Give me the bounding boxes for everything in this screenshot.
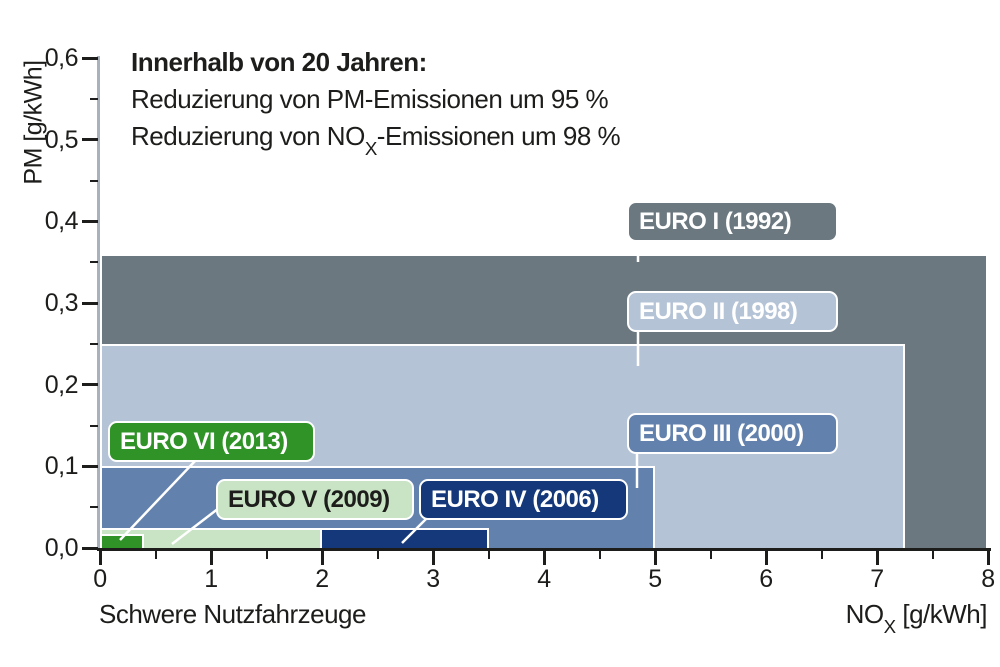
y-tick-label: 0,0 <box>44 534 79 562</box>
chart-annotation: Innerhalb von 20 Jahren: Reduzierung von… <box>131 44 621 163</box>
x-tick-minor <box>598 551 601 559</box>
y-tick-minor <box>90 424 98 427</box>
nox-subscript: X <box>883 616 896 638</box>
y-tick-label: 0,6 <box>44 44 79 72</box>
x-tick-minor <box>154 551 157 559</box>
y-tick-major <box>82 301 98 305</box>
x-tick-label: 8 <box>981 565 995 593</box>
annotation-nox-line: Reduzierung von NOX-Emissionen um 98 % <box>131 121 621 160</box>
y-tick-minor <box>90 506 98 509</box>
x-tick-major <box>98 551 102 565</box>
x-axis-caption-right: NOX [g/kWh] <box>845 599 988 638</box>
x-tick-major <box>320 551 324 565</box>
y-tick-minor <box>90 261 98 264</box>
x-tick-major <box>875 551 879 565</box>
y-tick-minor <box>90 342 98 345</box>
x-tick-major <box>653 551 657 565</box>
label-euro2: EURO II (1998) <box>627 291 838 332</box>
x-tick-minor <box>931 551 934 559</box>
x-tick-label: 6 <box>759 565 773 593</box>
x-tick-label: 7 <box>870 565 884 593</box>
x-tick-major <box>986 551 990 565</box>
y-tick-major <box>82 56 98 60</box>
y-tick-label: 0,3 <box>44 289 79 317</box>
y-axis-line <box>97 56 100 551</box>
annotation-heading: Innerhalb von 20 Jahren: <box>131 47 427 77</box>
x-tick-minor <box>376 551 379 559</box>
x-tick-minor <box>709 551 712 559</box>
x-tick-major <box>209 551 213 565</box>
y-tick-minor <box>90 97 98 100</box>
x-tick-major <box>431 551 435 565</box>
label-euro5: EURO V (2009) <box>216 479 414 520</box>
x-tick-major <box>542 551 546 565</box>
y-tick-major <box>82 219 98 223</box>
label-euro4: EURO IV (2006) <box>419 479 628 520</box>
y-tick-major <box>82 138 98 142</box>
x-tick-minor <box>820 551 823 559</box>
x-tick-major <box>764 551 768 565</box>
label-euro6: EURO VI (2013) <box>108 421 315 462</box>
x-tick-label: 1 <box>204 565 218 593</box>
annotation-pm-line: Reduzierung von PM-Emissionen um 95 % <box>131 84 609 114</box>
x-tick-label: 5 <box>648 565 662 593</box>
y-tick-label: 0,1 <box>44 452 79 481</box>
x-tick-label: 3 <box>426 565 440 593</box>
x-tick-minor <box>265 551 268 559</box>
x-tick-minor <box>487 551 490 559</box>
x-axis-line <box>97 548 991 551</box>
label-euro1: EURO I (1992) <box>627 201 838 242</box>
y-tick-label: 0,2 <box>44 370 79 399</box>
y-tick-major <box>82 383 98 387</box>
y-tick-minor <box>90 179 98 182</box>
x-tick-label: 4 <box>537 565 551 593</box>
y-tick-major <box>82 546 98 550</box>
nox-subscript: X <box>364 138 377 160</box>
x-tick-label: 0 <box>93 565 107 593</box>
y-tick-label: 0,4 <box>44 207 79 236</box>
y-tick-label: 0,5 <box>44 125 79 154</box>
x-axis-caption-left: Schwere Nutzfahrzeuge <box>99 599 366 629</box>
x-tick-label: 2 <box>315 565 329 593</box>
zone-euro6 <box>100 534 145 548</box>
label-euro3: EURO III (2000) <box>627 413 838 454</box>
y-tick-major <box>82 464 98 468</box>
